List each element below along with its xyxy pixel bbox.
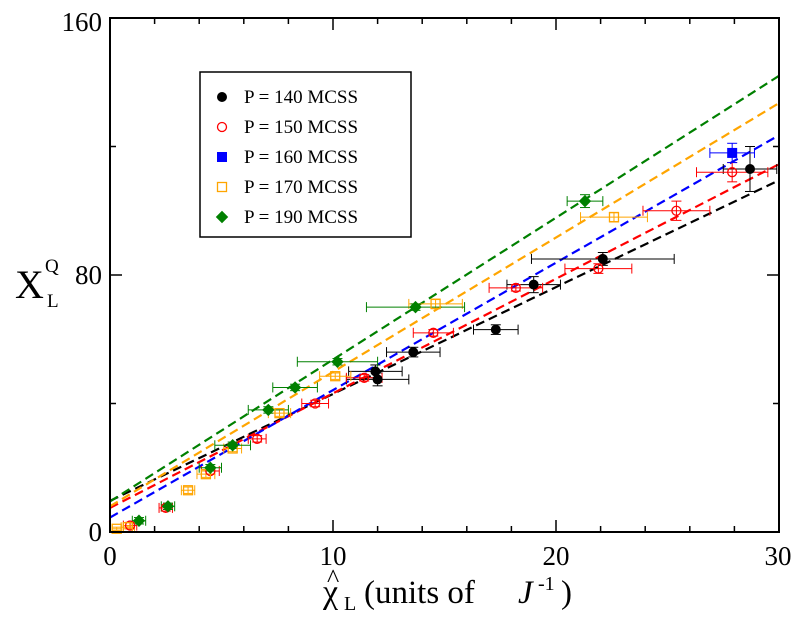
data-point — [111, 523, 122, 534]
fit-line — [110, 134, 779, 519]
legend-marker — [216, 181, 228, 193]
legend-marker — [216, 121, 228, 133]
data-point — [578, 194, 592, 208]
data-point — [124, 520, 136, 531]
data-point — [310, 398, 321, 409]
data-point — [182, 485, 194, 496]
data-point — [226, 439, 239, 452]
y-axis-label: X Q L — [15, 256, 59, 312]
data-point — [528, 279, 539, 290]
legend-label: P = 160 MCSS — [244, 147, 358, 168]
x-axis-unit-exponent: -1 — [538, 573, 555, 595]
fit-line — [110, 74, 779, 503]
data-point — [409, 300, 422, 314]
x-axis-hat: ^ — [327, 564, 339, 593]
legend-label: P = 150 MCSS — [244, 117, 358, 138]
fit-lines — [110, 74, 779, 519]
data-point — [372, 374, 383, 385]
data-markers — [111, 147, 756, 534]
axis-ticks — [109, 17, 780, 533]
data-point — [359, 372, 370, 383]
y-axis-symbol: X — [15, 262, 44, 307]
data-point — [252, 433, 263, 444]
legend-label: P = 140 MCSS — [244, 87, 358, 108]
legend-label: P = 190 MCSS — [244, 207, 358, 228]
legend-box — [199, 71, 412, 238]
data-point — [428, 327, 439, 338]
data-point — [408, 347, 419, 358]
x-axis-label: χ ^ L (units of J -1 ) — [322, 564, 572, 615]
data-point — [288, 381, 302, 394]
data-point — [510, 282, 522, 294]
x-tick-label: 30 — [765, 541, 792, 571]
data-point — [274, 407, 285, 419]
y-tick-label: 80 — [75, 260, 102, 290]
legend-marker — [217, 152, 227, 162]
x-axis-text: (units of — [364, 575, 475, 611]
x-axis-close: ) — [561, 575, 572, 611]
y-tick-label: 0 — [89, 517, 103, 547]
legend-marker — [215, 210, 229, 224]
data-point — [430, 298, 441, 310]
legend-label: P = 170 MCSS — [244, 177, 358, 198]
fit-line — [110, 179, 779, 502]
data-point — [490, 324, 501, 335]
legend: P = 140 MCSS P = 150 MCSS P = 160 MCSS P… — [199, 71, 412, 238]
x-axis-subscript: L — [344, 593, 356, 615]
data-point — [161, 500, 175, 513]
y-axis-subscript: L — [47, 291, 59, 312]
data-point — [671, 205, 682, 216]
data-point — [132, 514, 146, 527]
data-point — [593, 263, 604, 274]
data-point — [597, 253, 608, 264]
data-point — [727, 167, 738, 178]
data-point — [330, 371, 341, 382]
y-axis-superscript: Q — [45, 256, 59, 277]
legend-marker — [217, 92, 227, 102]
data-point — [200, 469, 212, 480]
data-point — [262, 403, 275, 417]
data-point — [608, 212, 620, 223]
x-axis-unit: J — [518, 575, 534, 611]
data-point — [745, 163, 756, 174]
x-axis-symbol: χ — [322, 574, 338, 611]
fit-line — [110, 102, 779, 508]
x-tick-label: 20 — [543, 541, 570, 571]
data-point — [727, 147, 738, 158]
x-tick-label: 10 — [320, 541, 347, 571]
data-point — [204, 461, 217, 474]
y-tick-label: 160 — [62, 7, 103, 37]
data-point — [331, 355, 344, 368]
x-tick-label: 0 — [103, 541, 117, 571]
